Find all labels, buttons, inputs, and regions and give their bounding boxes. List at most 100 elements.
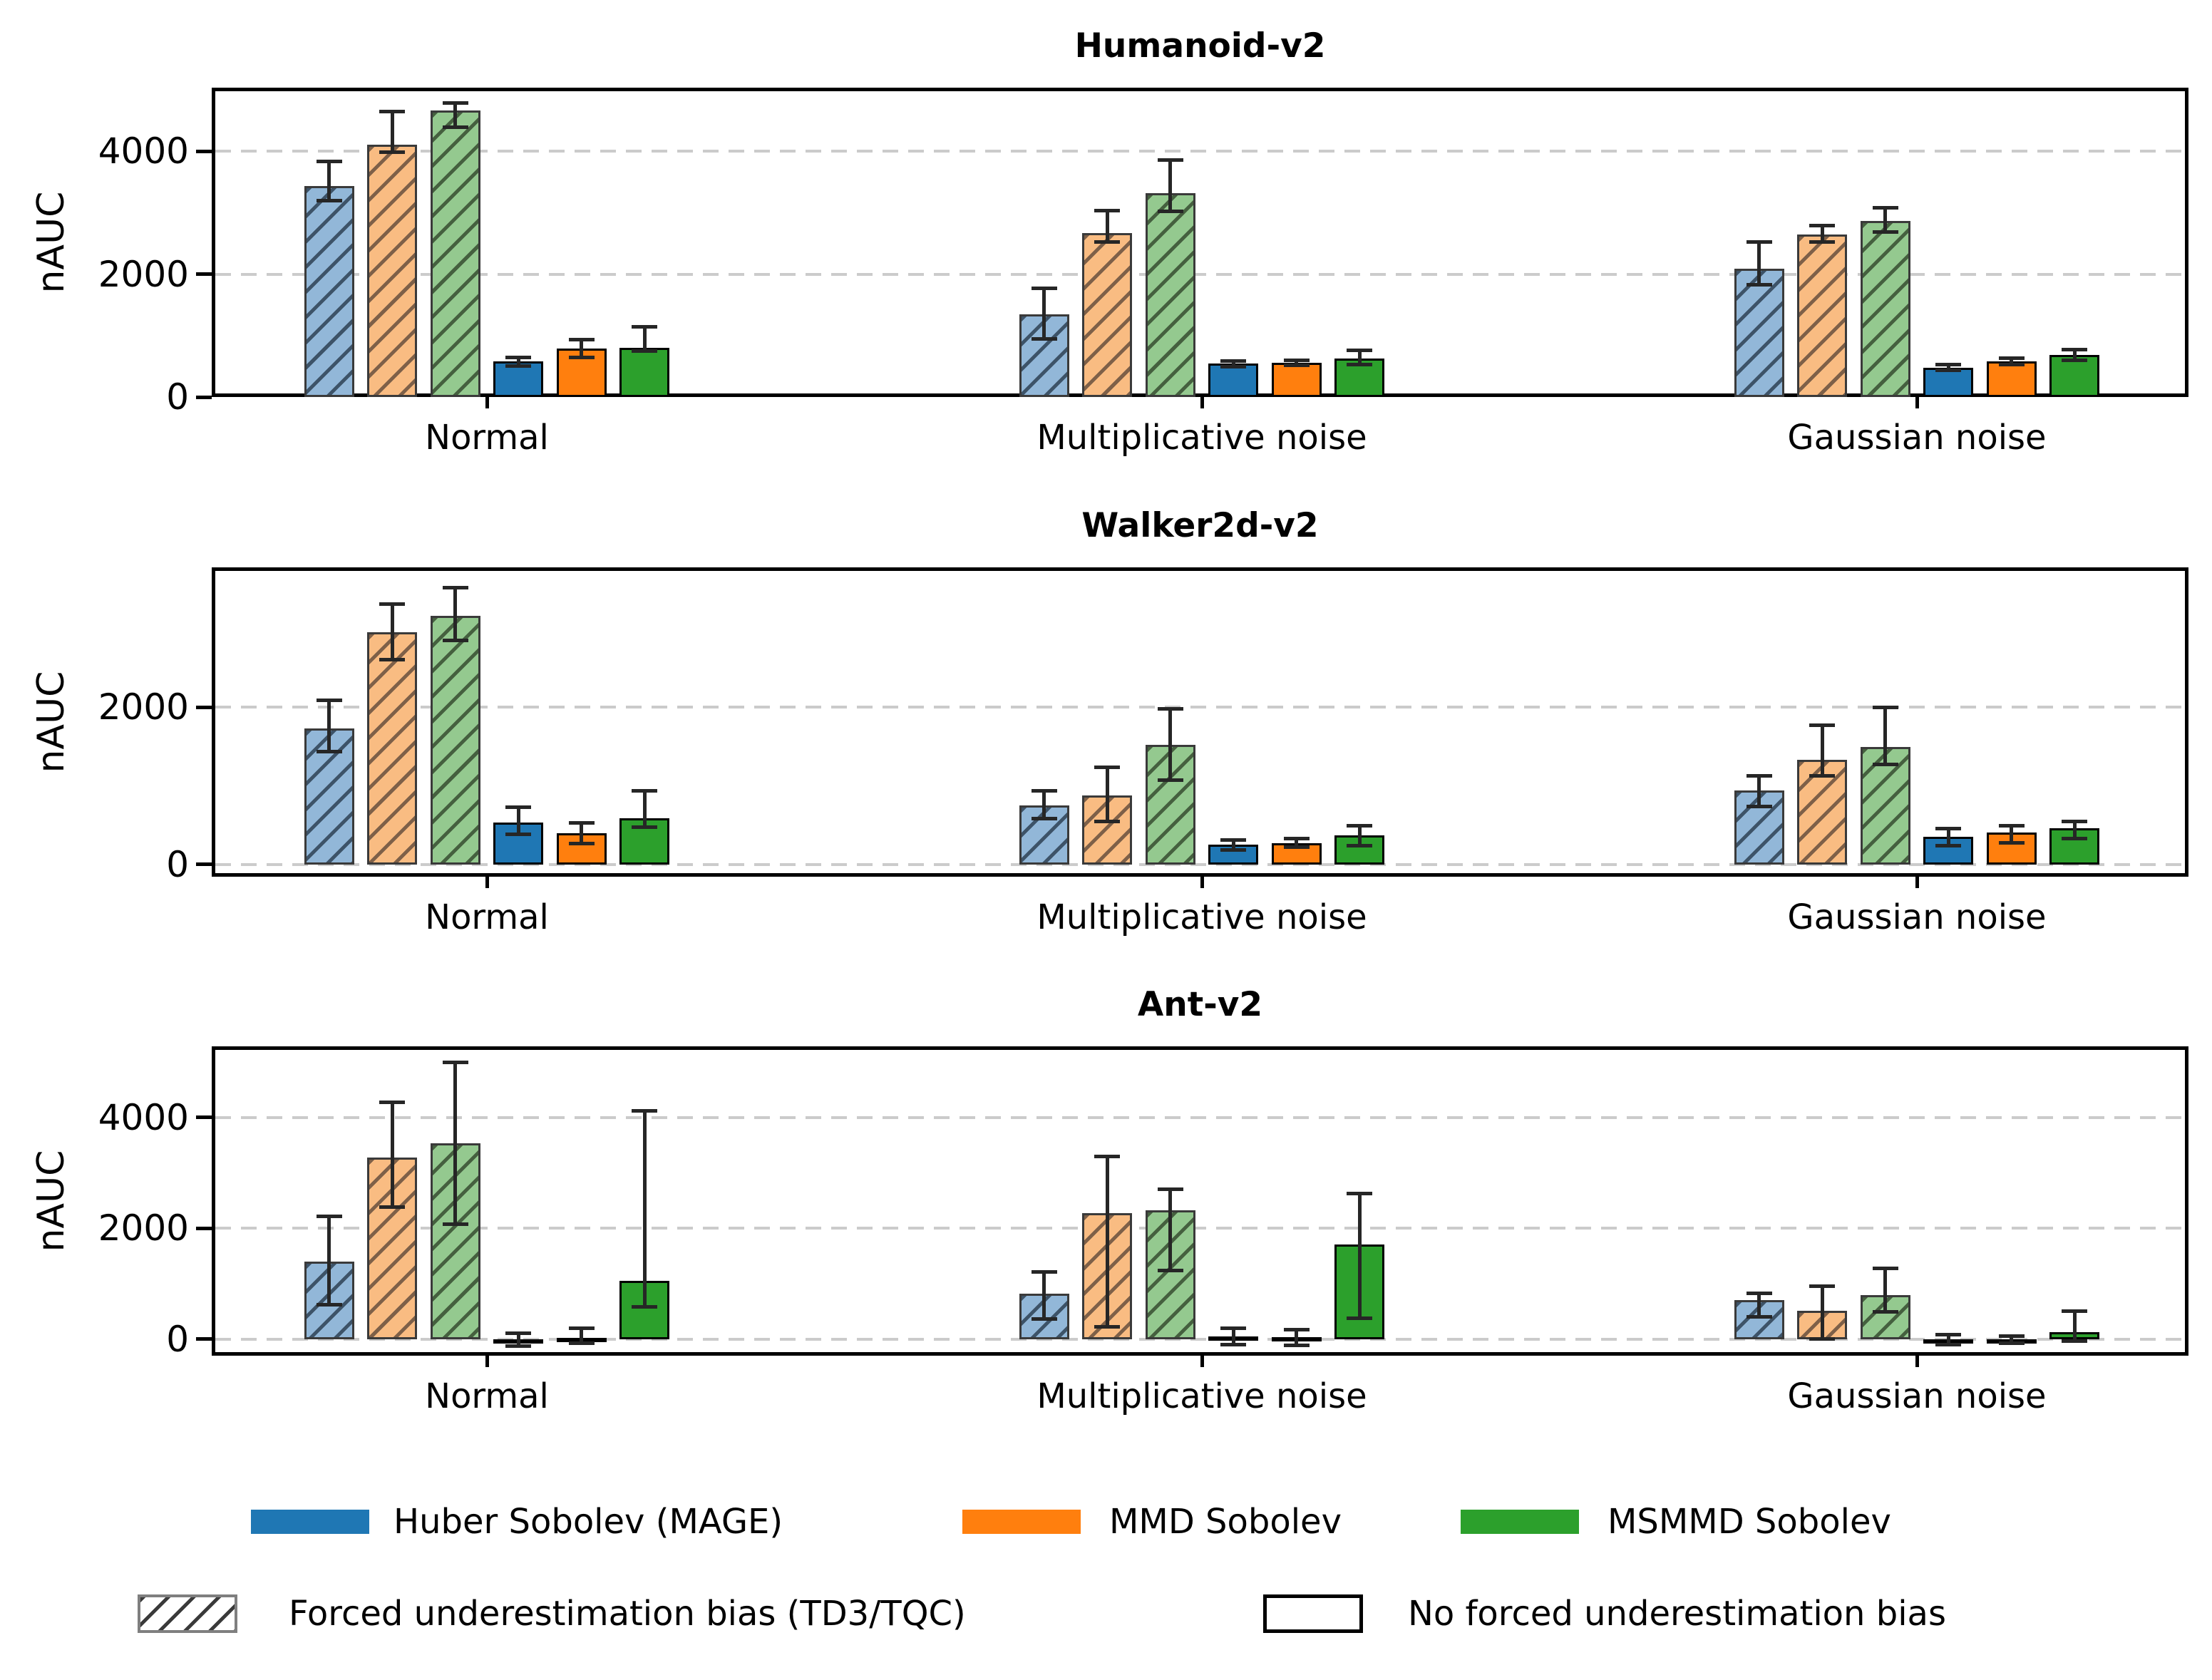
- error-bar-cap-bottom: [632, 825, 658, 830]
- error-bar: [390, 1102, 394, 1207]
- error-bar-cap-bottom: [568, 1341, 595, 1345]
- error-bar-cap-top: [1746, 240, 1772, 244]
- x-tick-label: Normal: [425, 1376, 549, 1416]
- error-bar: [642, 790, 647, 828]
- error-bar-cap-bottom: [1872, 763, 1898, 767]
- x-tick-label: Gaussian noise: [1787, 897, 2047, 937]
- error-bar-cap-bottom: [1347, 843, 1373, 847]
- error-bar-cap-bottom: [1809, 1336, 1836, 1341]
- bar: [1145, 192, 1195, 397]
- error-bar-cap-bottom: [1935, 369, 1962, 373]
- error-bar: [453, 1062, 458, 1225]
- x-tick: [1200, 877, 1204, 888]
- error-bar-cap-top: [1094, 209, 1121, 213]
- error-bar-cap-bottom: [442, 1222, 468, 1227]
- error-bar-cap-bottom: [316, 750, 342, 754]
- y-tick: [196, 1337, 212, 1341]
- error-bar-cap-top: [316, 698, 342, 702]
- error-bar-cap-top: [316, 1215, 342, 1219]
- error-bar-cap-bottom: [316, 198, 342, 202]
- error-bar: [1295, 838, 1299, 847]
- error-bar-cap-bottom: [1746, 804, 1772, 808]
- error-bar-cap-top: [442, 101, 468, 105]
- error-bar: [1820, 1286, 1824, 1339]
- error-bar-cap-top: [1935, 1333, 1962, 1337]
- error-bar-cap-bottom: [1031, 337, 1057, 341]
- legend-swatch-hatched: [138, 1594, 237, 1633]
- error-bar-cap-bottom: [1347, 1316, 1373, 1321]
- y-tick: [196, 149, 212, 153]
- legend-label-huber: Huber Sobolev (MAGE): [393, 1502, 783, 1542]
- x-tick-label: Gaussian noise: [1787, 418, 2047, 458]
- error-bar-cap-bottom: [1220, 1342, 1247, 1346]
- error-bar-cap-top: [1031, 789, 1057, 793]
- error-bar: [390, 604, 394, 660]
- error-bar: [1168, 160, 1173, 212]
- legend-label-mmd: MMD Sobolev: [1109, 1502, 1342, 1542]
- x-tick: [1915, 397, 1919, 408]
- error-bar-cap-top: [568, 820, 595, 825]
- y-tick-label: 2000: [98, 1207, 189, 1249]
- error-bar: [1757, 1293, 1761, 1317]
- plot-area: [212, 567, 2188, 877]
- error-bar: [642, 1110, 647, 1307]
- gridline-4000: [215, 150, 2185, 153]
- gridline-2000: [215, 272, 2185, 276]
- bar: [1860, 746, 1910, 865]
- error-bar: [2072, 1311, 2077, 1341]
- x-tick-label: Multiplicative noise: [1036, 1376, 1367, 1416]
- x-tick: [485, 877, 489, 888]
- error-bar: [327, 700, 331, 752]
- legend-swatch-msmmd: [1461, 1510, 1579, 1534]
- y-tick-label: 0: [166, 1318, 189, 1360]
- error-bar: [1042, 790, 1046, 819]
- gridline-0: [215, 862, 2185, 866]
- error-bar-cap-bottom: [505, 1344, 532, 1348]
- error-bar-cap-top: [1094, 1155, 1121, 1159]
- y-tick: [196, 862, 212, 867]
- error-bar-cap-bottom: [1220, 365, 1247, 369]
- error-bar-cap-bottom: [1031, 816, 1057, 820]
- x-tick: [485, 397, 489, 408]
- error-bar: [1757, 775, 1761, 807]
- error-bar: [642, 326, 647, 351]
- error-bar-cap-top: [1283, 1327, 1310, 1331]
- error-bar: [2010, 825, 2014, 843]
- bar: [1860, 221, 1910, 397]
- error-bar: [1105, 767, 1109, 822]
- error-bar-cap-bottom: [1157, 210, 1183, 214]
- error-bar-cap-bottom: [1031, 1316, 1057, 1321]
- error-bar-cap-top: [2062, 1309, 2088, 1314]
- error-bar: [2010, 1336, 2014, 1344]
- error-bar-cap-top: [1283, 359, 1310, 363]
- legend-swatch-huber: [251, 1510, 369, 1534]
- error-bar: [516, 1333, 520, 1346]
- error-bar: [2010, 358, 2014, 365]
- bar: [1797, 235, 1848, 397]
- error-bar: [580, 339, 584, 358]
- bar: [1145, 1210, 1195, 1339]
- error-bar-cap-top: [1157, 158, 1183, 162]
- subplot-title: Walker2d-v2: [1081, 506, 1319, 545]
- error-bar: [1295, 360, 1299, 366]
- error-bar-cap-bottom: [1283, 845, 1310, 849]
- error-bar-cap-bottom: [1094, 1325, 1121, 1329]
- error-bar-cap-bottom: [1283, 364, 1310, 368]
- error-bar-cap-top: [568, 337, 595, 341]
- error-bar-cap-top: [1347, 1191, 1373, 1195]
- bar: [619, 348, 670, 397]
- error-bar-cap-bottom: [1809, 239, 1836, 244]
- error-bar-cap-bottom: [379, 658, 406, 662]
- y-tick-label: 4000: [98, 130, 189, 172]
- error-bar-cap-top: [316, 159, 342, 163]
- x-tick: [485, 1356, 489, 1367]
- y-tick: [196, 272, 212, 277]
- error-bar: [580, 1328, 584, 1344]
- error-bar-cap-bottom: [632, 1304, 658, 1309]
- error-bar: [1946, 1334, 1950, 1345]
- error-bar: [1042, 1272, 1046, 1319]
- error-bar-cap-top: [632, 325, 658, 329]
- error-bar-cap-top: [1809, 723, 1836, 728]
- error-bar: [1883, 207, 1888, 232]
- legend-swatch-plain: [1263, 1594, 1363, 1633]
